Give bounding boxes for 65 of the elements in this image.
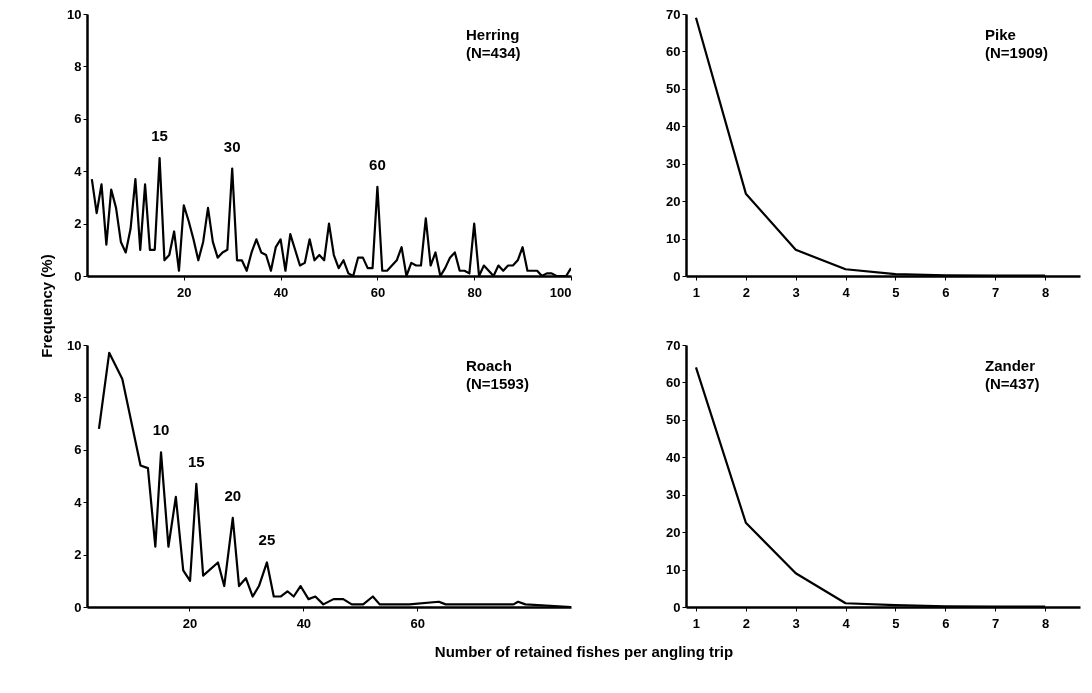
- y-tick-label: 10: [67, 6, 82, 22]
- text: Roach (N=1593): [466, 357, 529, 392]
- y-tick-label: 6: [74, 442, 82, 458]
- x-tick-label: 7: [992, 284, 1000, 300]
- y-tick-label: 2: [74, 547, 82, 563]
- x-tick-label: 60: [370, 284, 386, 300]
- y-tick-label: 10: [67, 337, 82, 353]
- annotation: 30: [223, 137, 241, 155]
- x-tick-label: 1: [692, 284, 701, 300]
- x-tick-label: 8: [1041, 284, 1050, 300]
- y-tick-label: 20: [666, 524, 681, 540]
- text: Herring (N=434): [466, 26, 521, 61]
- y-tick-label: 8: [74, 389, 82, 405]
- y-tick-label: 40: [666, 118, 681, 134]
- x-tick-label: 1: [692, 615, 701, 631]
- y-tick-label: 4: [74, 494, 83, 510]
- y-tick-label: 30: [666, 156, 681, 172]
- x-tick-label: 40: [273, 284, 289, 300]
- x-tick-label: 40: [296, 615, 312, 631]
- x-tick-label: 6: [942, 284, 950, 300]
- annotation: 15: [151, 127, 168, 145]
- x-tick-label: 3: [792, 284, 800, 300]
- y-tick-label: 10: [666, 562, 681, 578]
- x-tick-label: 4: [842, 615, 851, 631]
- y-tick-label: 4: [74, 163, 83, 179]
- x-tick-label: 60: [410, 615, 425, 631]
- y-axis-title: Frequency (%): [38, 254, 56, 358]
- y-tick-label: 10: [666, 231, 681, 247]
- x-tick-label: 7: [992, 615, 1000, 631]
- y-tick-label: 60: [666, 374, 681, 390]
- annotation: 60: [369, 155, 386, 173]
- y-tick-label: 50: [666, 412, 681, 428]
- x-tick-label: 3: [792, 615, 800, 631]
- y-tick-label: 8: [74, 58, 82, 74]
- annotation: 20: [224, 486, 242, 504]
- annotation: 25: [258, 531, 276, 549]
- x-tick-label: 80: [467, 284, 482, 300]
- y-tick-label: 70: [666, 337, 681, 353]
- y-tick-label: 2: [74, 216, 82, 232]
- x-tick-label: 6: [942, 615, 950, 631]
- x-tick-label: 4: [842, 284, 851, 300]
- y-tick-label: 20: [666, 193, 681, 209]
- x-tick-label: 5: [892, 615, 900, 631]
- x-tick-label: 2: [742, 284, 750, 300]
- annotation: 15: [187, 452, 205, 470]
- y-tick-label: 60: [666, 43, 681, 59]
- y-tick-label: 0: [74, 268, 82, 284]
- x-tick-label: 2: [742, 615, 750, 631]
- annotation: 10: [152, 421, 170, 439]
- x-tick-label: 5: [892, 284, 900, 300]
- y-tick-label: 50: [666, 81, 681, 97]
- x-tick-label: 100: [549, 284, 572, 300]
- text: Zander (N=437): [985, 357, 1040, 392]
- x-tick-label: 8: [1041, 615, 1050, 631]
- y-tick-label: 30: [666, 487, 681, 503]
- y-tick-label: 0: [673, 599, 681, 615]
- y-tick-label: 0: [673, 268, 681, 284]
- y-tick-label: 0: [74, 599, 82, 615]
- text: Pike (N=1909): [985, 26, 1048, 61]
- x-tick-label: 20: [177, 284, 192, 300]
- x-axis-title: Number of retained fishes per angling trip: [434, 642, 734, 660]
- y-tick-label: 6: [74, 111, 82, 127]
- x-tick-label: 20: [182, 615, 198, 631]
- y-tick-label: 70: [666, 6, 681, 22]
- y-tick-label: 40: [666, 449, 681, 465]
